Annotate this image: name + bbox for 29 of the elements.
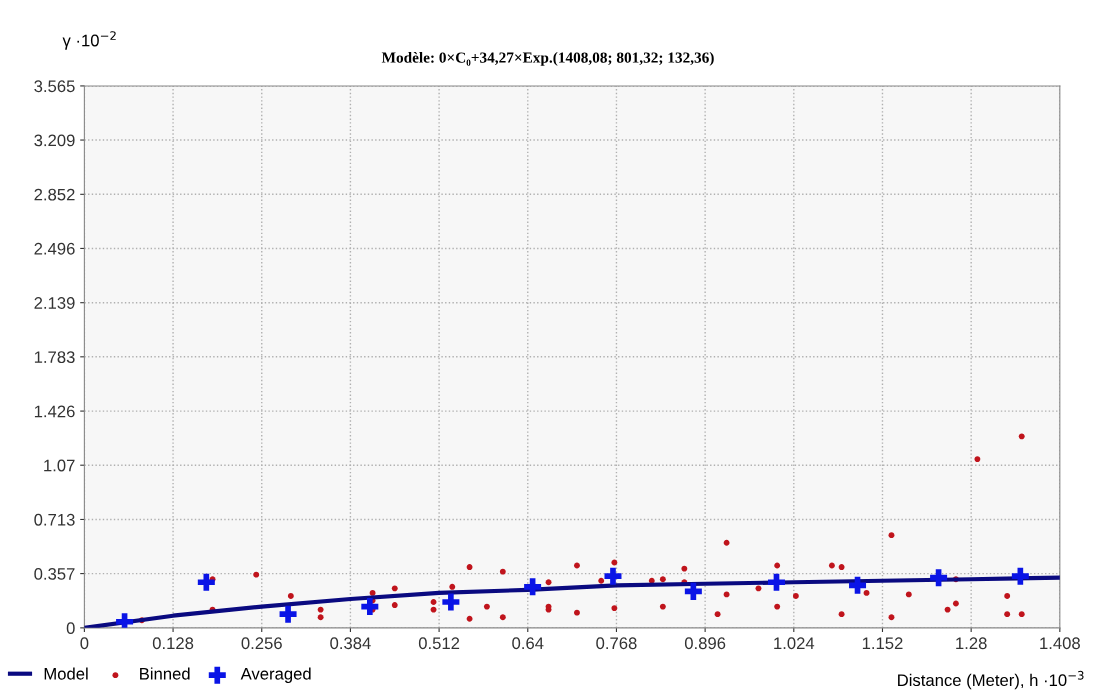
x-tick-label: 0.384: [330, 637, 371, 650]
y-tick-label: 0.357: [34, 567, 75, 580]
y-tick-label: 1.426: [34, 405, 75, 418]
x-tick-label: 0.768: [596, 637, 637, 650]
y-tick-label: 0.713: [34, 513, 75, 526]
legend-label: Binned: [140, 667, 190, 680]
x-tick-label: 0.896: [684, 637, 726, 650]
x-tick-label: 0.64: [512, 637, 544, 650]
y-axis-title: γ ·10$^{−2}$: [62, 31, 116, 50]
x-tick-label: 1.024: [774, 637, 815, 650]
y-tick-label: 1.783: [34, 351, 75, 364]
y-tick-label: 3.209: [34, 134, 75, 147]
x-axis-title: Distance (Meter), h ·10$^{−3}$: [898, 670, 1084, 690]
y-tick-label: 2.852: [34, 188, 75, 201]
x-tick-label: 0.128: [152, 637, 194, 650]
y-tick-label: 3.565: [34, 80, 75, 93]
y-tick-label: 2.496: [34, 242, 75, 255]
legend-label: Averaged: [240, 667, 311, 683]
y-tick-label: 2.139: [34, 297, 75, 309]
y-tick-label: 1.07: [44, 459, 75, 472]
x-tick-label: 0.512: [418, 637, 460, 650]
x-tick-label: 0: [80, 637, 89, 650]
chart-title: Modèle: 0×C₀+34,27×Exp.(1408,08; 801,32; 132,36): [381, 51, 714, 66]
x-tick-label: 0.256: [241, 637, 282, 650]
y-tick-label: 0: [66, 622, 75, 635]
x-tick-label: 1.408: [1040, 637, 1080, 650]
x-tick-label: 1.152: [862, 637, 903, 650]
legend-label: Model: [44, 667, 88, 680]
x-tick-label: 1.28: [956, 637, 987, 650]
